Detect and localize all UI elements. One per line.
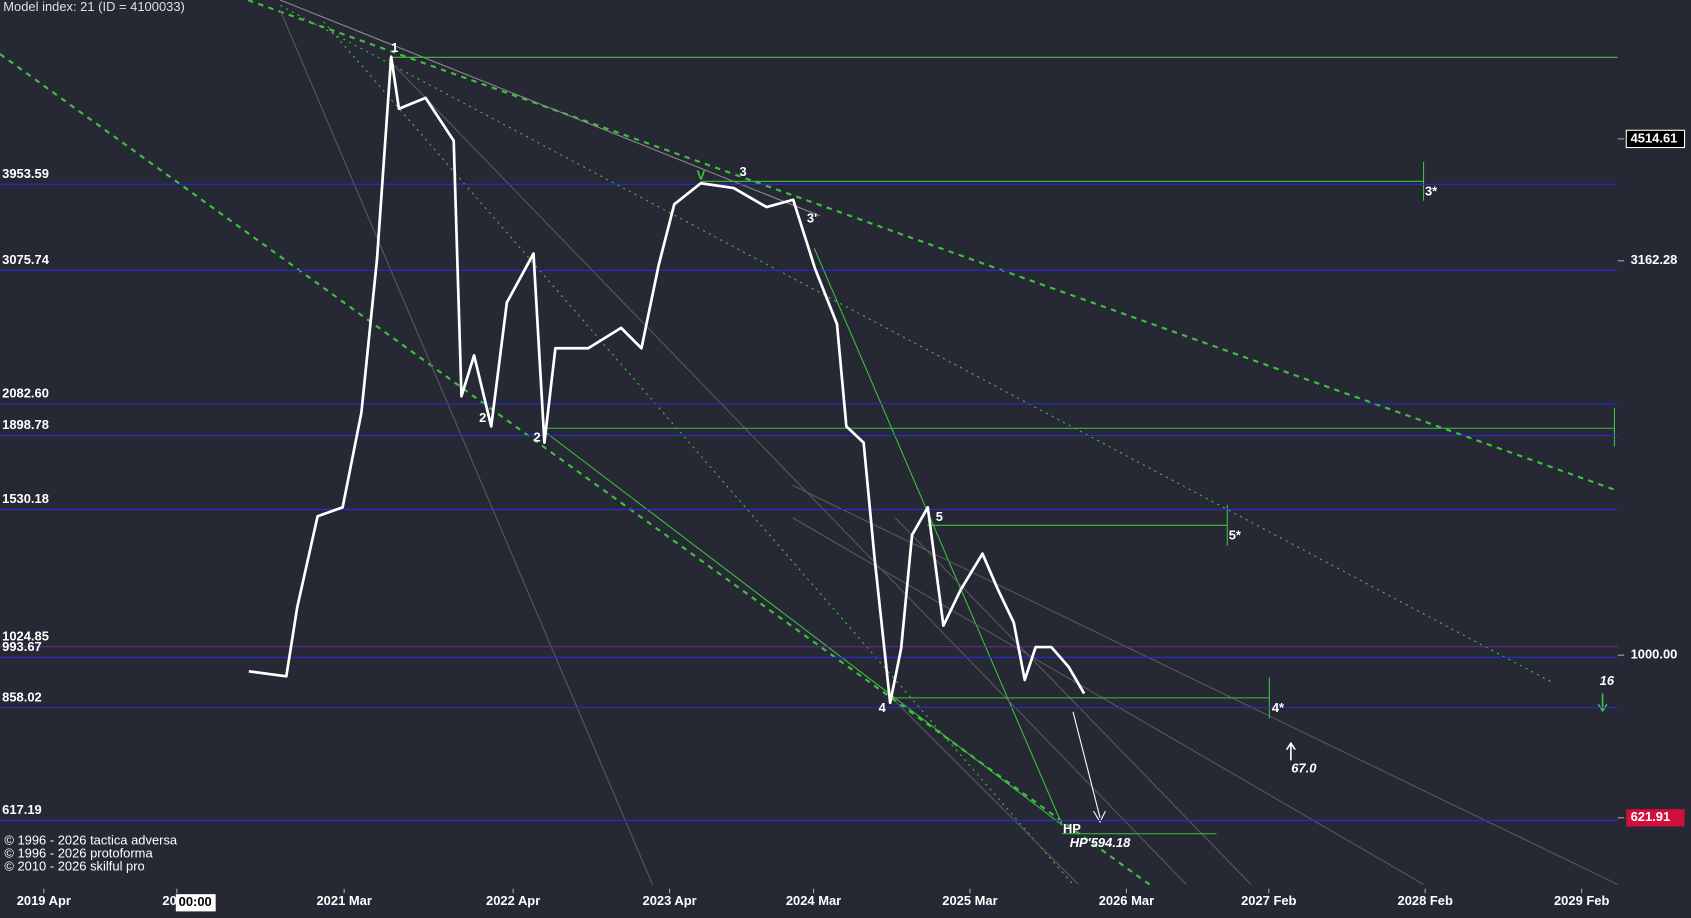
wave-label: 3'	[807, 210, 817, 225]
x-tick-label: 2028 Feb	[1398, 893, 1453, 908]
wave-label: 67.0	[1291, 760, 1317, 775]
level-label: 1530.18	[2, 491, 49, 506]
level-label: 3953.59	[2, 166, 49, 181]
level-label: 2082.60	[2, 386, 49, 401]
wave-label: 5*	[1229, 528, 1242, 543]
copyright: © 1996 - 2026 protoforma	[4, 846, 153, 861]
level-label: 617.19	[2, 802, 42, 817]
wave-label: 3*	[1425, 184, 1438, 199]
right-label: 3162.28	[1631, 252, 1678, 267]
x-tick-label: 2019 Apr	[17, 893, 71, 908]
wave-label: 5	[936, 509, 943, 524]
price-box	[1625, 129, 1686, 149]
level-label: 993.67	[2, 639, 42, 654]
x-tick-label: 2022 Apr	[486, 893, 540, 908]
wave-label: V	[697, 167, 706, 182]
copyright: © 1996 - 2026 tactica adversa	[4, 833, 178, 848]
right-label: 4514.61	[1631, 130, 1678, 145]
cursor-box	[175, 894, 216, 912]
wave-label: 4	[879, 700, 887, 715]
wave-label: 16	[1600, 673, 1615, 688]
wave-label: 2'	[479, 410, 489, 425]
x-tick-label: 2021 Mar	[316, 893, 371, 908]
level-label: 3075.74	[2, 252, 50, 267]
copyright: © 2010 - 2026 skilful pro	[4, 859, 144, 874]
level-label: 858.02	[2, 689, 42, 704]
x-tick-label: 2029 Feb	[1554, 893, 1609, 908]
wave-label: 1	[391, 40, 398, 55]
right-label: 621.91	[1631, 809, 1671, 824]
x-tick-label: 2024 Mar	[786, 893, 841, 908]
x-tick-label: 2026 Mar	[1099, 893, 1154, 908]
x-tick-label: 2025 Mar	[942, 893, 997, 908]
wave-label: 2	[533, 429, 540, 444]
price-line	[248, 55, 1086, 705]
wave-label: 4*	[1272, 700, 1285, 715]
x-tick-label: 2023 Apr	[643, 893, 697, 908]
trend-lines	[0, 0, 1619, 889]
right-label: 1000.00	[1631, 647, 1678, 662]
wave-label: HP'594.18	[1070, 835, 1131, 850]
level-label: 1024.85	[2, 628, 49, 643]
cursor-label: 00:00	[179, 894, 212, 909]
wave-label: HP	[1063, 821, 1081, 836]
chart-title: Model index: 21 (ID = 4100033)	[3, 0, 185, 14]
price-box	[1626, 809, 1685, 827]
x-tick-label: 2027 Feb	[1241, 893, 1296, 908]
level-label: 1898.78	[2, 417, 49, 432]
wave-label: 3	[739, 164, 746, 179]
